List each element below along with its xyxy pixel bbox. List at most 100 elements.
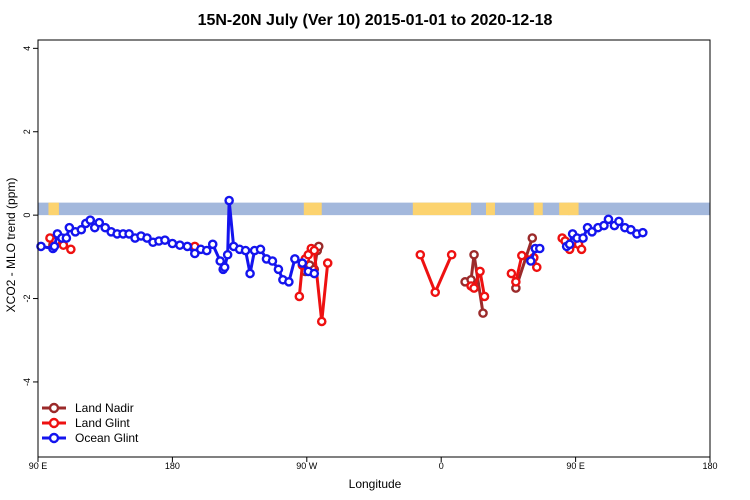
data-point <box>207 239 218 250</box>
series-2 <box>36 195 648 287</box>
data-point <box>578 233 588 243</box>
data-point <box>564 239 575 250</box>
legend-item: Ocean Glint <box>42 431 139 445</box>
legend-marker <box>48 402 60 414</box>
data-point <box>430 287 441 298</box>
data-point <box>222 249 233 260</box>
plot-area <box>36 195 710 327</box>
legend-label: Land Glint <box>75 416 130 430</box>
land-segment <box>412 202 472 216</box>
land-segment <box>48 202 59 216</box>
legend-item: Land Glint <box>42 416 130 430</box>
x-axis: 90 E 180 90 W 0 90 E 180 <box>29 457 718 471</box>
series-segment <box>320 261 330 323</box>
data-point <box>160 235 170 245</box>
legend-item: Land Nadir <box>42 401 134 415</box>
series-segment <box>312 249 324 323</box>
land-segment <box>533 202 543 216</box>
series-layer <box>36 195 648 327</box>
data-point <box>309 245 320 256</box>
data-point <box>85 215 96 225</box>
legend-marker <box>48 417 60 429</box>
land-segment <box>486 202 495 216</box>
legend-label: Ocean Glint <box>75 431 139 445</box>
data-point <box>475 266 485 277</box>
data-point <box>255 244 266 255</box>
x-tick-label: 0 <box>439 461 444 471</box>
data-point <box>511 277 521 287</box>
data-point <box>297 258 308 268</box>
y-tick-label: 4 <box>22 46 32 51</box>
data-point <box>576 244 587 255</box>
y-tick-label: 2 <box>22 129 32 134</box>
x-tick-label: 90 W <box>296 461 318 471</box>
y-tick-label: -4 <box>22 378 32 386</box>
data-point <box>240 245 251 256</box>
y-axis-label: XCO2 - MLO trend (ppm) <box>4 178 18 313</box>
series-segment <box>227 199 236 248</box>
land-segment <box>568 202 579 216</box>
data-point <box>215 256 225 266</box>
x-tick-label: 90 E <box>566 461 585 471</box>
data-point <box>61 233 72 243</box>
data-point <box>415 249 426 260</box>
data-point <box>94 217 105 228</box>
series-segment <box>418 253 437 294</box>
data-point <box>182 241 193 252</box>
ocean-band <box>38 202 710 216</box>
data-point <box>469 283 479 293</box>
data-point <box>599 220 609 231</box>
x-axis-label: Longitude <box>349 477 402 491</box>
data-point <box>479 291 490 302</box>
y-tick-label: 0 <box>22 213 32 218</box>
land-mask-band <box>38 202 710 216</box>
data-point <box>201 245 212 256</box>
data-point <box>175 240 185 250</box>
y-axis: 4 2 0 -2 -4 <box>22 46 38 386</box>
data-point <box>267 256 278 266</box>
x-tick-label: 180 <box>165 461 180 471</box>
data-point <box>517 250 527 261</box>
data-point <box>316 316 327 327</box>
data-point <box>638 227 648 238</box>
series-segment <box>297 263 304 298</box>
data-point <box>603 214 614 225</box>
data-point <box>534 243 545 254</box>
x-tick-label: 180 <box>702 461 717 471</box>
data-point <box>290 254 300 264</box>
data-point <box>526 256 536 266</box>
land-segment <box>559 202 570 216</box>
data-point <box>527 233 538 243</box>
x-tick-label: 90 E <box>29 461 48 471</box>
data-point <box>506 268 517 279</box>
data-point <box>322 258 333 268</box>
data-point <box>309 268 320 279</box>
land-segment <box>303 202 322 216</box>
data-point <box>284 277 294 287</box>
data-point <box>245 268 255 279</box>
plot-frame <box>37 39 711 458</box>
data-point <box>446 249 457 260</box>
data-point <box>478 308 488 318</box>
data-point <box>219 262 230 273</box>
data-point <box>531 262 542 273</box>
legend-label: Land Nadir <box>75 401 134 415</box>
data-point <box>167 238 178 249</box>
data-point <box>273 264 284 275</box>
data-point <box>294 291 305 302</box>
series-0 <box>48 233 538 318</box>
data-point <box>614 216 624 227</box>
data-point <box>49 241 60 252</box>
series-segment <box>472 253 485 315</box>
data-point <box>469 249 479 260</box>
y-tick-label: -2 <box>22 295 32 303</box>
data-point <box>76 224 87 235</box>
data-point <box>66 244 76 255</box>
data-point <box>224 195 234 206</box>
data-point <box>36 241 46 252</box>
chart-title: 15N-20N July (Ver 10) 2015-01-01 to 2020… <box>198 12 553 29</box>
series-1 <box>45 233 587 327</box>
series-segment <box>433 253 454 294</box>
